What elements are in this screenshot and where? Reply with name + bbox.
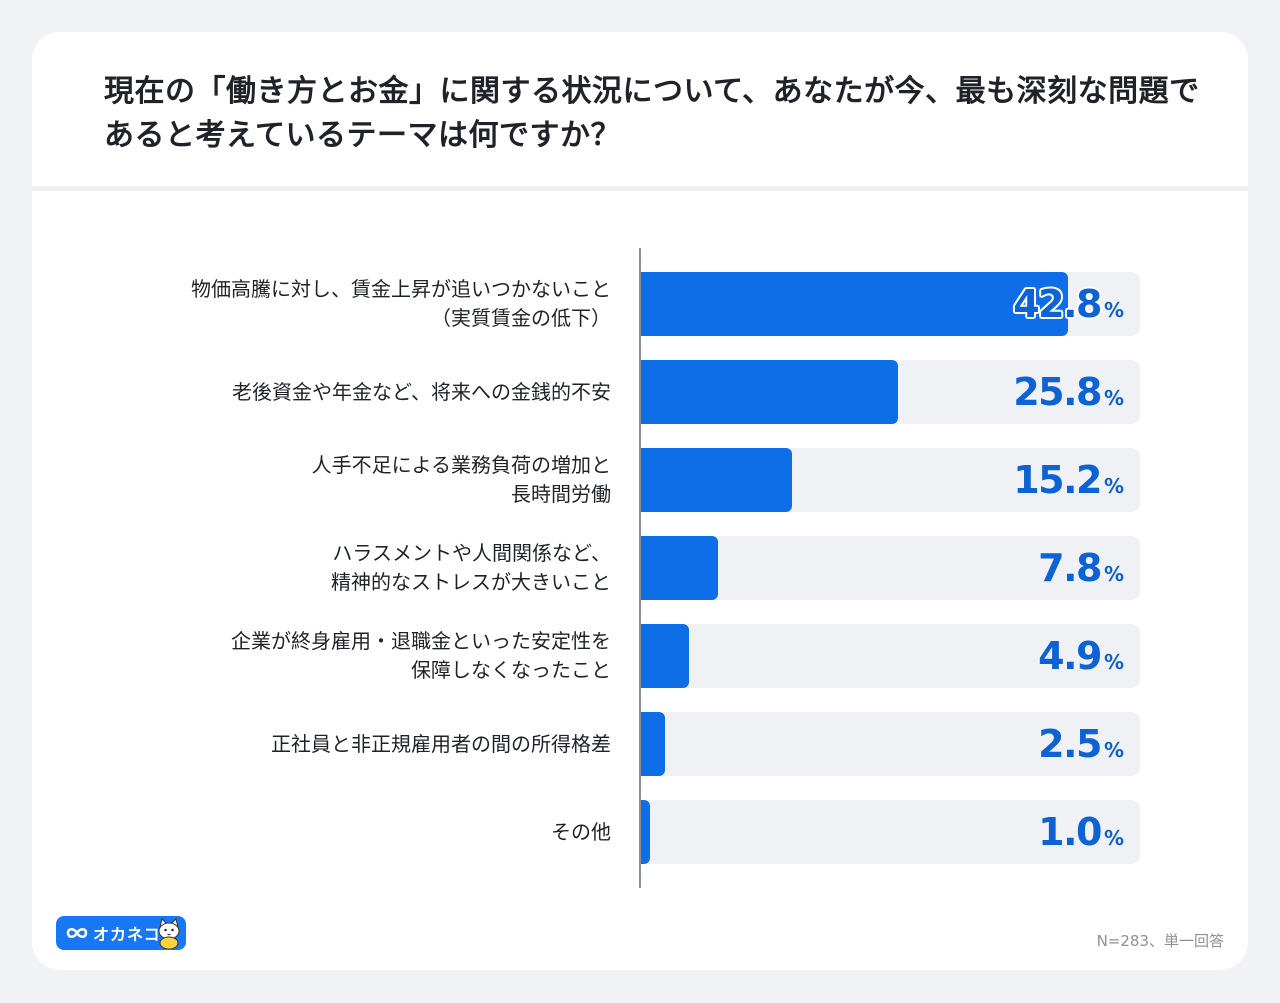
category-label: 老後資金や年金など、将来への金銭的不安 [91,360,611,424]
value-label: 42.8% [1013,282,1124,326]
cat-mascot-icon [158,918,180,949]
bar-row: 人手不足による業務負荷の増加と長時間労働 15.2% [32,448,1248,512]
bar-track: 7.8% [640,536,1140,600]
value-unit: % [1103,826,1124,850]
infinity-icon [66,927,88,939]
value-unit: % [1103,386,1124,410]
title-divider [32,186,1248,191]
bar-track: 2.5% [640,712,1140,776]
category-label-line: （実質賃金の低下） [431,306,611,330]
value-unit: % [1103,650,1124,674]
category-label-line: その他 [551,819,611,844]
category-label-line: 精神的なストレスが大きいこと [331,570,611,594]
bar-row: 老後資金や年金など、将来への金銭的不安 25.8% [32,360,1248,424]
category-label: 物価高騰に対し、賃金上昇が追いつかないこと （実質賃金の低下） [91,272,611,336]
value-unit: % [1103,562,1124,586]
value-number: 4.9 [1038,634,1102,678]
bar [640,800,650,864]
value-unit: % [1103,738,1124,762]
category-label: その他 [91,800,611,864]
category-label-line: ハラスメントや人間関係など、 [332,541,611,565]
bar-row: ハラスメントや人間関係など、 精神的なストレスが大きいこと 7.8% [32,536,1248,600]
category-label: 企業が終身雇用・退職金といった安定性を保障しなくなったこと [91,624,611,688]
value-number: 15.2 [1013,458,1102,502]
bar-track: 4.9% [640,624,1140,688]
value-unit: % [1103,474,1124,498]
y-axis-line [639,248,641,888]
category-label-line: 老後資金や年金など、将来への金銭的不安 [232,379,611,404]
chart-card: 現在の「働き方とお金」に関する状況について、あなたが今、最も深刻な問題であると考… [32,32,1248,970]
bar-track: 42.8% [640,272,1140,336]
bar [640,536,718,600]
value-number: 1.0 [1038,810,1102,854]
bar [640,624,689,688]
bar-track: 25.8% [640,360,1140,424]
bar-row: その他 1.0% [32,800,1248,864]
value-number: 7.8 [1038,546,1102,590]
value-label: 25.8% [1013,370,1124,414]
bar-row: 正社員と非正規雇用者の間の所得格差 2.5% [32,712,1248,776]
category-label-line: 物価高騰に対し、賃金上昇が追いつかないこと [191,277,611,301]
value-label: 15.2% [1013,458,1124,502]
value-label: 4.9% [1038,634,1124,678]
bar-track: 15.2% [640,448,1140,512]
category-label-line: 正社員と非正規雇用者の間の所得格差 [271,731,611,756]
bar [640,360,898,424]
category-label-line: 人手不足による業務負荷の増加と [311,453,611,477]
chart-title: 現在の「働き方とお金」に関する状況について、あなたが今、最も深刻な問題であると考… [104,74,1200,153]
bar-row: 物価高騰に対し、賃金上昇が追いつかないこと （実質賃金の低下） 42.8% [32,272,1248,336]
bar [640,272,1068,336]
category-label-line: 保障しなくなったこと [411,658,611,682]
category-label: ハラスメントや人間関係など、 精神的なストレスが大きいこと [91,536,611,600]
value-label: 7.8% [1038,546,1124,590]
category-label-line: 長時間労働 [511,482,611,506]
value-number: 2.5 [1038,722,1102,766]
value-label: 1.0% [1038,810,1124,854]
value-number: 42.8 [1013,282,1102,326]
value-number: 25.8 [1013,370,1102,414]
value-label: 2.5% [1038,722,1124,766]
value-unit: % [1103,298,1124,322]
category-label: 正社員と非正規雇用者の間の所得格差 [91,712,611,776]
bar [640,712,665,776]
sample-note: N=283、単一回答 [1096,932,1224,950]
bar-track: 1.0% [640,800,1140,864]
okaneko-logo[interactable]: オカネコ [56,916,186,950]
category-label: 人手不足による業務負荷の増加と長時間労働 [91,448,611,512]
category-label-line: 企業が終身雇用・退職金といった安定性を [231,629,611,653]
bar [640,448,792,512]
title-area: 現在の「働き方とお金」に関する状況について、あなたが今、最も深刻な問題であると考… [32,32,1248,186]
bar-row: 企業が終身雇用・退職金といった安定性を保障しなくなったこと 4.9% [32,624,1248,688]
logo-text: オカネコ [93,925,161,944]
